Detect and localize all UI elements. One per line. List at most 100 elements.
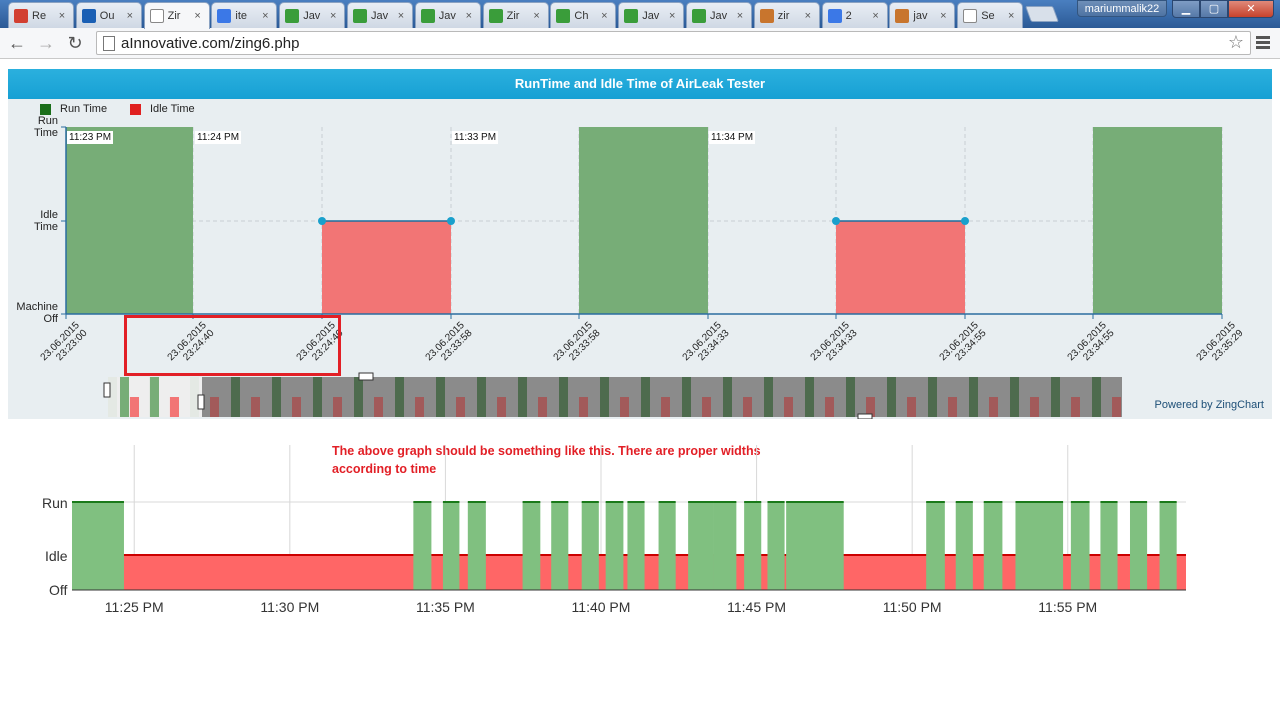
browser-tab[interactable]: Zir × xyxy=(482,2,549,28)
browser-tab[interactable]: Jav × xyxy=(279,2,346,28)
close-icon[interactable]: × xyxy=(262,9,269,22)
powered-by-zingchart[interactable]: Powered by ZingChart xyxy=(1154,399,1264,411)
reference-chart xyxy=(72,445,1186,591)
run-bar xyxy=(786,502,844,590)
run-bar xyxy=(658,502,676,590)
tab-label: jav xyxy=(913,9,928,22)
bookmark-star-icon[interactable]: ☆ xyxy=(1227,32,1244,52)
preview-run-mark xyxy=(1092,377,1101,417)
run-bar xyxy=(522,502,541,590)
menu-icon[interactable] xyxy=(1256,36,1270,51)
browser-tab[interactable]: zir × xyxy=(753,2,820,28)
run-bar xyxy=(627,502,645,590)
browser-tab[interactable]: Ch × xyxy=(550,2,617,28)
run-bar xyxy=(605,502,624,590)
zing-chart: RunTime and Idle Time of AirLeak Tester … xyxy=(8,69,1272,419)
legend-label-idle: Idle Time xyxy=(150,103,195,115)
legend-item-run[interactable]: Run Time xyxy=(40,103,107,115)
preview-idle-mark xyxy=(907,397,916,417)
google-icon xyxy=(827,8,842,23)
run-bar xyxy=(688,502,714,590)
java-icon xyxy=(759,8,774,23)
x2-tick-label: 11:55 PM xyxy=(1038,599,1098,615)
browser-tab[interactable]: Zir × xyxy=(143,2,210,29)
idle-marker xyxy=(961,217,969,225)
y-label-idle-line2: Time xyxy=(33,221,58,233)
tab-label: zir xyxy=(777,9,790,22)
tab-label: Jav xyxy=(710,9,728,22)
zing-plot xyxy=(61,126,1223,419)
legend-item-idle[interactable]: Idle Time xyxy=(130,103,195,115)
run-bar xyxy=(744,502,762,590)
tab-label: Re xyxy=(32,9,47,22)
preview-window-idle xyxy=(170,397,179,417)
run-bar xyxy=(955,502,973,590)
preview-window-run xyxy=(150,377,159,417)
browser-tab[interactable]: Jav × xyxy=(686,2,752,28)
y2-label-off: Off xyxy=(49,582,68,598)
close-icon[interactable]: × xyxy=(465,9,473,22)
close-icon[interactable]: × xyxy=(126,9,134,22)
annotation-note: The above graph should be something like… xyxy=(332,444,761,476)
preview-idle-mark xyxy=(456,397,465,417)
close-icon[interactable]: × xyxy=(329,9,337,22)
browser-tab[interactable]: Jav × xyxy=(414,2,481,28)
browser-tab[interactable]: Jav × xyxy=(618,2,685,28)
close-icon[interactable]: × xyxy=(397,9,405,22)
idle-marker xyxy=(318,217,326,225)
reload-icon[interactable]: ↻ xyxy=(67,33,83,53)
preview-idle-mark xyxy=(538,397,547,417)
address-bar[interactable]: aInnovative.com/zing6.php ☆ xyxy=(96,31,1251,55)
run-bar xyxy=(1070,502,1090,590)
browser-tab[interactable]: Ou × xyxy=(75,2,142,28)
preview-idle-mark xyxy=(620,397,629,417)
maximize-button[interactable]: ▢ xyxy=(1200,0,1228,18)
close-icon[interactable]: × xyxy=(804,9,812,22)
browser-tab[interactable]: jav × xyxy=(889,2,956,28)
close-icon[interactable]: × xyxy=(1007,9,1015,22)
run-bar xyxy=(442,502,460,590)
y-label-off-line1: Machine xyxy=(16,301,58,313)
close-icon[interactable]: × xyxy=(533,9,540,22)
profile-badge[interactable]: mariummalik22 xyxy=(1077,0,1167,17)
minimize-button[interactable]: ▁ xyxy=(1172,0,1200,18)
back-arrow-icon[interactable]: ← xyxy=(8,33,26,53)
close-icon[interactable]: × xyxy=(872,9,879,22)
run-bar xyxy=(1159,502,1177,590)
url-text[interactable]: aInnovative.com/zing6.php xyxy=(121,35,300,52)
close-icon[interactable]: × xyxy=(58,9,66,22)
google-icon xyxy=(217,8,232,23)
browser-tab[interactable]: Re × xyxy=(8,2,74,28)
x2-tick-label: 11:50 PM xyxy=(882,599,942,615)
close-icon[interactable]: × xyxy=(736,9,744,22)
preview-idle-mark xyxy=(948,397,957,417)
tab-label: Jav xyxy=(642,9,660,22)
run-bar xyxy=(1100,502,1118,590)
browser-tab[interactable]: ite × xyxy=(211,2,278,28)
run-bar xyxy=(1015,502,1064,590)
preview-run-mark xyxy=(764,377,773,417)
y-label-idle: Idle Time xyxy=(28,209,58,233)
run-bar xyxy=(1129,502,1148,590)
preview-handle-left xyxy=(103,382,111,398)
legend-swatch-idle xyxy=(130,103,141,115)
run-bar xyxy=(926,502,945,590)
browser-tab[interactable]: Jav × xyxy=(347,2,413,28)
preview-idle-mark xyxy=(825,397,834,417)
close-icon[interactable]: × xyxy=(194,10,201,22)
new-tab-button[interactable] xyxy=(1025,6,1059,22)
close-icon[interactable]: × xyxy=(601,9,608,22)
scroll-grip-bottom xyxy=(857,413,873,419)
close-icon[interactable]: × xyxy=(668,9,676,22)
preview-run-mark xyxy=(969,377,978,417)
forward-arrow-icon[interactable]: → xyxy=(37,33,55,53)
preview-idle-mark xyxy=(702,397,711,417)
plus-icon xyxy=(420,8,435,23)
preview-run-mark xyxy=(354,377,363,417)
browser-tab[interactable]: Se × xyxy=(957,2,1024,28)
close-window-button[interactable]: ✕ xyxy=(1228,0,1274,18)
y2-label-idle: Idle xyxy=(45,548,68,564)
close-icon[interactable]: × xyxy=(940,9,947,22)
tooltip-4: 11:34 PM xyxy=(709,131,756,144)
browser-tab[interactable]: 2 × xyxy=(821,2,888,28)
